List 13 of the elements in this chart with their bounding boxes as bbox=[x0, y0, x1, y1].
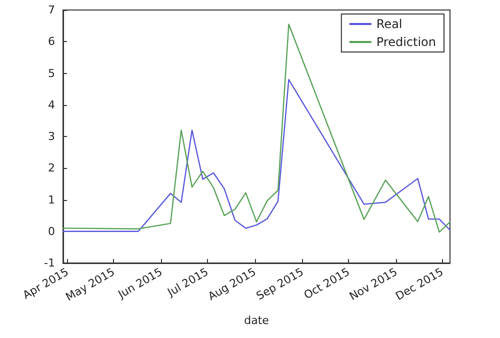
y-tick-label: 4 bbox=[48, 98, 55, 112]
y-tick-label: 3 bbox=[48, 130, 55, 143]
y-tick-label: -1 bbox=[44, 256, 55, 270]
y-tick-label: 6 bbox=[48, 35, 55, 48]
y-tick-label: 7 bbox=[48, 4, 55, 16]
legend-label: Real bbox=[376, 17, 402, 31]
y-tick-label: 0 bbox=[48, 224, 55, 238]
legend-label: Prediction bbox=[376, 35, 436, 49]
x-axis-title: date bbox=[244, 314, 270, 327]
y-tick-label: 2 bbox=[48, 162, 55, 175]
y-tick-label: 1 bbox=[48, 193, 55, 206]
y-tick-label: 5 bbox=[48, 66, 55, 80]
line-series bbox=[62, 78, 451, 232]
